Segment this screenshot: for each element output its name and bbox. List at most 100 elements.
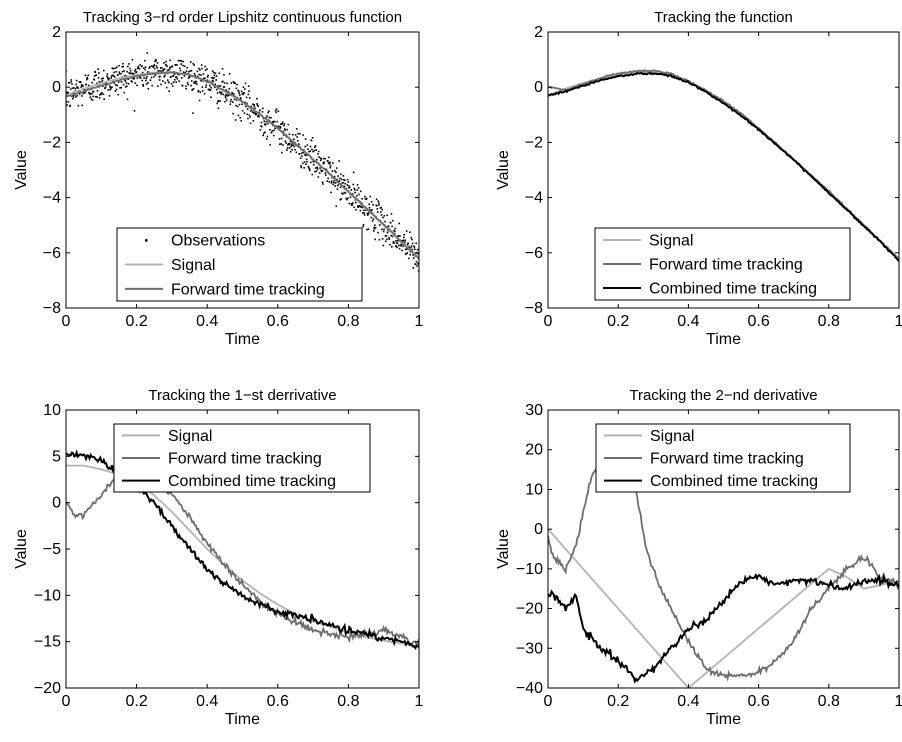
observation-point <box>76 94 79 97</box>
observation-point <box>213 74 216 77</box>
observation-point <box>233 98 236 101</box>
legend-entry: Signal <box>650 428 694 445</box>
observation-point <box>195 80 198 83</box>
observation-point <box>222 80 224 83</box>
observation-point <box>266 115 268 117</box>
observation-point <box>281 121 284 124</box>
observation-point <box>338 180 341 182</box>
observation-point <box>390 234 392 237</box>
observation-point <box>304 138 307 140</box>
observation-point <box>145 83 148 85</box>
observation-point <box>68 82 70 84</box>
observation-point <box>212 77 214 80</box>
observation-point <box>123 75 126 77</box>
x-tick-label: 0.2 <box>607 313 629 330</box>
observation-point <box>331 162 334 164</box>
observation-point <box>123 70 125 72</box>
observation-point <box>370 216 373 219</box>
observation-point <box>189 61 192 63</box>
observation-point <box>331 170 334 172</box>
observation-point <box>229 100 232 103</box>
observation-point <box>383 228 385 231</box>
observation-point <box>110 77 113 79</box>
observation-point <box>193 64 196 66</box>
observation-point <box>190 84 192 87</box>
observation-point <box>191 88 194 91</box>
observation-point <box>92 95 95 98</box>
observation-point <box>102 77 104 80</box>
observation-point <box>168 90 170 92</box>
observation-point <box>250 110 252 112</box>
observation-point <box>387 229 389 232</box>
observation-point <box>377 202 380 204</box>
legend-entry: Forward time tracking <box>171 281 325 298</box>
observation-point <box>115 88 118 91</box>
observation-point <box>77 87 79 89</box>
x-tick-label: 0.4 <box>196 313 218 330</box>
observation-point <box>272 121 275 124</box>
observation-point <box>320 169 322 172</box>
observation-point <box>243 112 246 115</box>
observation-point <box>317 150 320 153</box>
observation-point <box>334 182 337 184</box>
axes-frame <box>547 31 900 309</box>
y-tick-label: −6 <box>525 245 543 262</box>
observation-point <box>312 150 314 153</box>
observation-point <box>314 170 316 173</box>
observation-point <box>176 64 178 66</box>
y-tick-label: 0 <box>52 495 61 512</box>
observation-point <box>282 134 285 136</box>
observation-point <box>417 253 419 255</box>
observation-point <box>151 65 153 67</box>
observation-point <box>244 82 247 85</box>
observation-point <box>226 82 228 85</box>
observation-point <box>381 228 383 231</box>
observation-point <box>124 80 127 82</box>
observation-point <box>229 103 232 106</box>
observation-point <box>82 85 84 87</box>
observation-point <box>194 74 197 77</box>
observation-point <box>352 171 355 174</box>
observation-point <box>234 82 237 84</box>
observation-point <box>126 70 128 73</box>
observation-point <box>242 93 244 96</box>
observation-point <box>117 81 120 83</box>
observation-point <box>178 67 181 70</box>
observation-point <box>327 160 329 162</box>
observation-point <box>105 82 108 85</box>
observation-point <box>383 214 386 217</box>
observation-point <box>218 72 221 74</box>
y-tick-label: −2 <box>43 134 61 151</box>
observation-point <box>314 144 317 147</box>
observation-point <box>80 81 82 84</box>
observation-point <box>313 146 316 149</box>
x-tick-label: 0 <box>544 313 553 330</box>
observation-point <box>218 85 220 87</box>
observation-point <box>367 228 370 231</box>
observation-point <box>323 157 325 160</box>
observation-point <box>125 75 127 77</box>
observation-point <box>412 257 415 259</box>
observation-point <box>136 84 138 87</box>
observation-point <box>318 172 321 174</box>
observation-point <box>407 242 409 245</box>
observation-point <box>207 74 209 77</box>
y-tick-label: 30 <box>525 402 543 419</box>
observation-point <box>227 94 229 97</box>
chart-title: Tracking the 2−nd derivative <box>629 387 817 404</box>
observation-point <box>227 91 230 93</box>
x-axis-label: Time <box>225 711 260 728</box>
x-tick-label: 0.8 <box>337 693 359 710</box>
observation-point <box>224 95 227 97</box>
observation-point <box>98 96 101 99</box>
observation-point <box>96 90 99 92</box>
observation-point <box>309 169 311 172</box>
observation-point <box>283 128 286 130</box>
observation-point <box>285 142 287 144</box>
observation-point <box>247 93 250 96</box>
observation-point <box>299 133 301 135</box>
observation-point <box>415 260 418 263</box>
observation-point <box>410 247 412 249</box>
observation-point <box>356 194 358 197</box>
